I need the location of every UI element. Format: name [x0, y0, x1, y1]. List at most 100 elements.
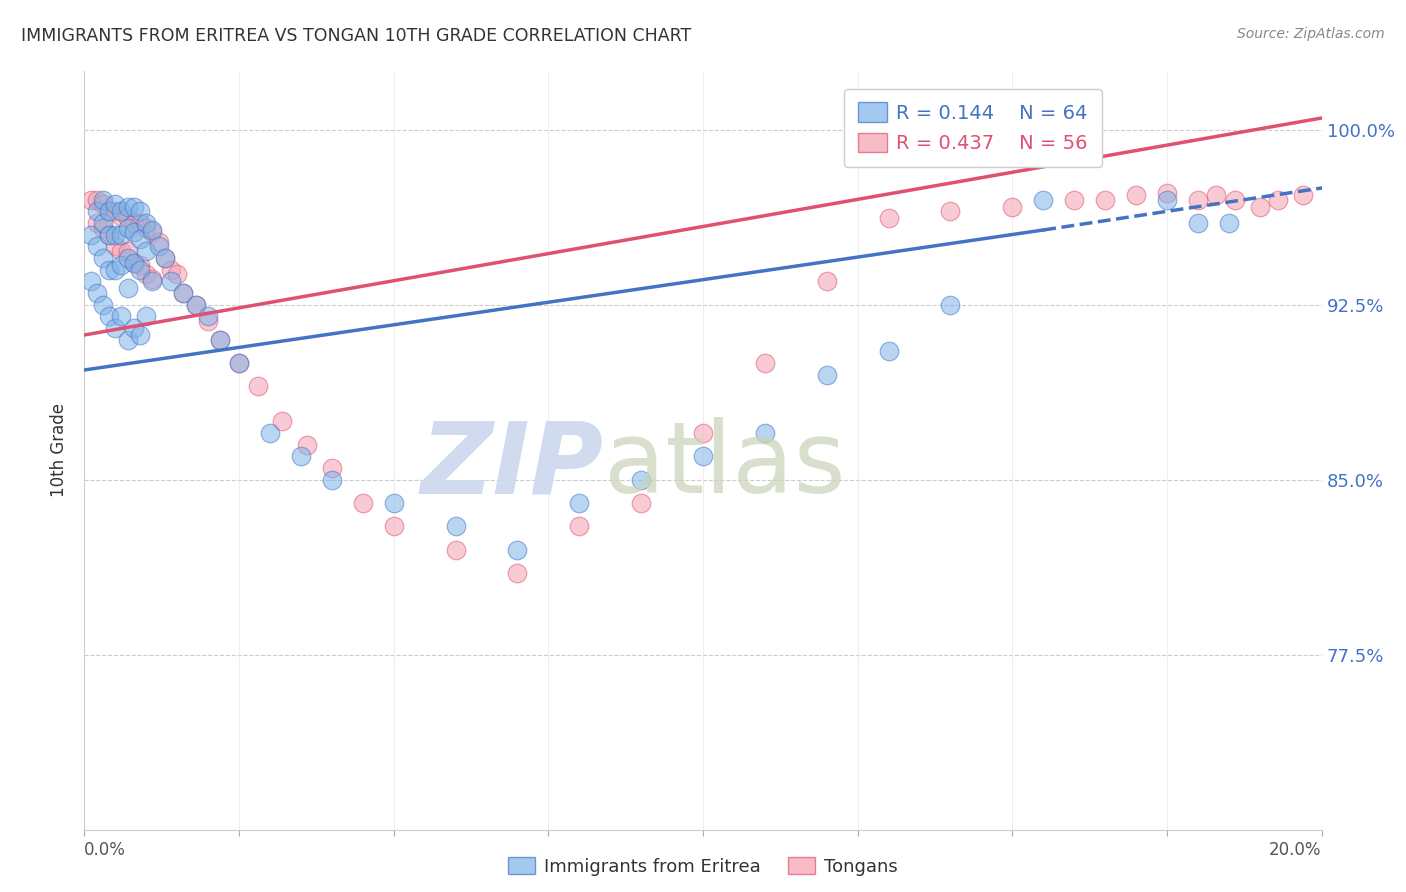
- Point: [1156, 193, 1178, 207]
- Point: [86, 285, 108, 300]
- Point: [153, 251, 176, 265]
- Point: [104, 239, 127, 253]
- Point: [110, 310, 132, 324]
- Point: [209, 333, 232, 347]
- Point: [568, 519, 591, 533]
- Point: [568, 496, 591, 510]
- Point: [117, 281, 139, 295]
- Point: [197, 310, 219, 324]
- Point: [141, 225, 163, 239]
- Point: [98, 204, 121, 219]
- Point: [1267, 193, 1289, 207]
- Point: [153, 251, 176, 265]
- Point: [444, 519, 467, 533]
- Point: [877, 211, 900, 226]
- Point: [98, 227, 121, 242]
- Point: [295, 437, 318, 451]
- Point: [259, 425, 281, 440]
- Point: [117, 244, 139, 258]
- Text: IMMIGRANTS FROM ERITREA VS TONGAN 10TH GRADE CORRELATION CHART: IMMIGRANTS FROM ERITREA VS TONGAN 10TH G…: [21, 27, 692, 45]
- Point: [91, 251, 114, 265]
- Point: [86, 193, 108, 207]
- Point: [321, 473, 343, 487]
- Text: 20.0%: 20.0%: [1270, 841, 1322, 859]
- Point: [129, 204, 152, 219]
- Point: [98, 262, 121, 277]
- Point: [122, 216, 145, 230]
- Point: [91, 220, 114, 235]
- Point: [352, 496, 374, 510]
- Point: [135, 244, 157, 258]
- Point: [172, 285, 194, 300]
- Point: [939, 204, 962, 219]
- Point: [110, 258, 132, 272]
- Point: [246, 379, 269, 393]
- Point: [1205, 188, 1227, 202]
- Point: [228, 356, 250, 370]
- Point: [444, 542, 467, 557]
- Point: [91, 298, 114, 312]
- Point: [110, 227, 132, 242]
- Point: [160, 262, 183, 277]
- Point: [86, 216, 108, 230]
- Point: [98, 204, 121, 219]
- Point: [1292, 188, 1315, 202]
- Point: [506, 542, 529, 557]
- Point: [110, 204, 132, 219]
- Text: 0.0%: 0.0%: [84, 841, 127, 859]
- Point: [209, 333, 232, 347]
- Point: [754, 425, 776, 440]
- Legend: Immigrants from Eritrea, Tongans: Immigrants from Eritrea, Tongans: [501, 850, 905, 883]
- Point: [135, 310, 157, 324]
- Point: [141, 274, 163, 288]
- Point: [271, 414, 294, 428]
- Point: [91, 197, 114, 211]
- Point: [172, 285, 194, 300]
- Text: ZIP: ZIP: [420, 417, 605, 514]
- Point: [506, 566, 529, 580]
- Point: [129, 258, 152, 272]
- Point: [122, 200, 145, 214]
- Y-axis label: 10th Grade: 10th Grade: [51, 403, 69, 498]
- Point: [122, 225, 145, 239]
- Point: [290, 450, 312, 464]
- Point: [1187, 216, 1209, 230]
- Point: [135, 216, 157, 230]
- Point: [815, 368, 838, 382]
- Point: [184, 298, 207, 312]
- Point: [692, 425, 714, 440]
- Point: [79, 193, 101, 207]
- Point: [122, 321, 145, 335]
- Point: [98, 310, 121, 324]
- Point: [135, 220, 157, 235]
- Point: [1249, 200, 1271, 214]
- Point: [91, 193, 114, 207]
- Point: [815, 274, 838, 288]
- Point: [939, 298, 962, 312]
- Point: [117, 200, 139, 214]
- Legend: R = 0.144    N = 64, R = 0.437    N = 56: R = 0.144 N = 64, R = 0.437 N = 56: [844, 88, 1101, 167]
- Point: [1223, 193, 1246, 207]
- Point: [122, 255, 145, 269]
- Point: [166, 268, 188, 282]
- Point: [129, 232, 152, 246]
- Point: [117, 333, 139, 347]
- Point: [79, 274, 101, 288]
- Point: [382, 519, 405, 533]
- Point: [1125, 188, 1147, 202]
- Point: [129, 262, 152, 277]
- Point: [321, 461, 343, 475]
- Point: [141, 223, 163, 237]
- Point: [692, 450, 714, 464]
- Point: [117, 211, 139, 226]
- Point: [91, 216, 114, 230]
- Point: [104, 197, 127, 211]
- Point: [228, 356, 250, 370]
- Point: [98, 227, 121, 242]
- Point: [148, 239, 170, 253]
- Point: [148, 235, 170, 249]
- Point: [104, 204, 127, 219]
- Point: [1001, 200, 1024, 214]
- Text: atlas: atlas: [605, 417, 845, 514]
- Point: [184, 298, 207, 312]
